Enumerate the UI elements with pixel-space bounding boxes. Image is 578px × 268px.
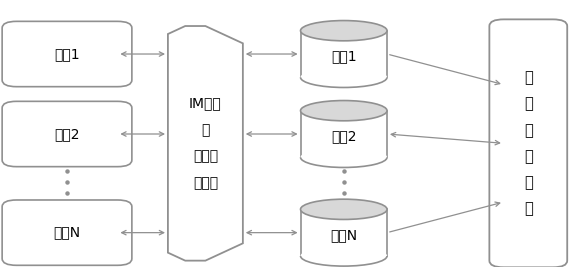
Text: 其他通: 其他通 [193,150,218,164]
Ellipse shape [301,246,387,266]
Text: 设备1: 设备1 [331,50,357,64]
Text: 换: 换 [524,149,533,164]
Bar [301,31,387,77]
Text: 制: 制 [524,201,533,216]
FancyBboxPatch shape [2,200,132,265]
Bar [301,111,387,157]
Text: 转: 转 [524,123,533,138]
Text: 用户2: 用户2 [54,127,80,141]
Text: 设备2: 设备2 [331,130,357,144]
Text: 言: 言 [524,97,533,112]
Text: IM平台: IM平台 [189,96,222,110]
Text: 或: 或 [201,123,210,137]
FancyBboxPatch shape [490,19,567,267]
PathPatch shape [168,26,243,261]
Bar [301,209,387,256]
FancyBboxPatch shape [2,101,132,167]
Ellipse shape [301,21,387,41]
Text: 用户N: 用户N [53,226,80,240]
Ellipse shape [301,147,387,168]
FancyBboxPatch shape [2,21,132,87]
Text: 讯平台: 讯平台 [193,176,218,190]
Ellipse shape [301,67,387,87]
Text: 语: 语 [524,70,533,85]
Ellipse shape [301,100,387,121]
Text: 设备N: 设备N [330,228,357,242]
Text: 用户1: 用户1 [54,47,80,61]
Ellipse shape [301,199,387,219]
Text: 机: 机 [524,175,533,190]
